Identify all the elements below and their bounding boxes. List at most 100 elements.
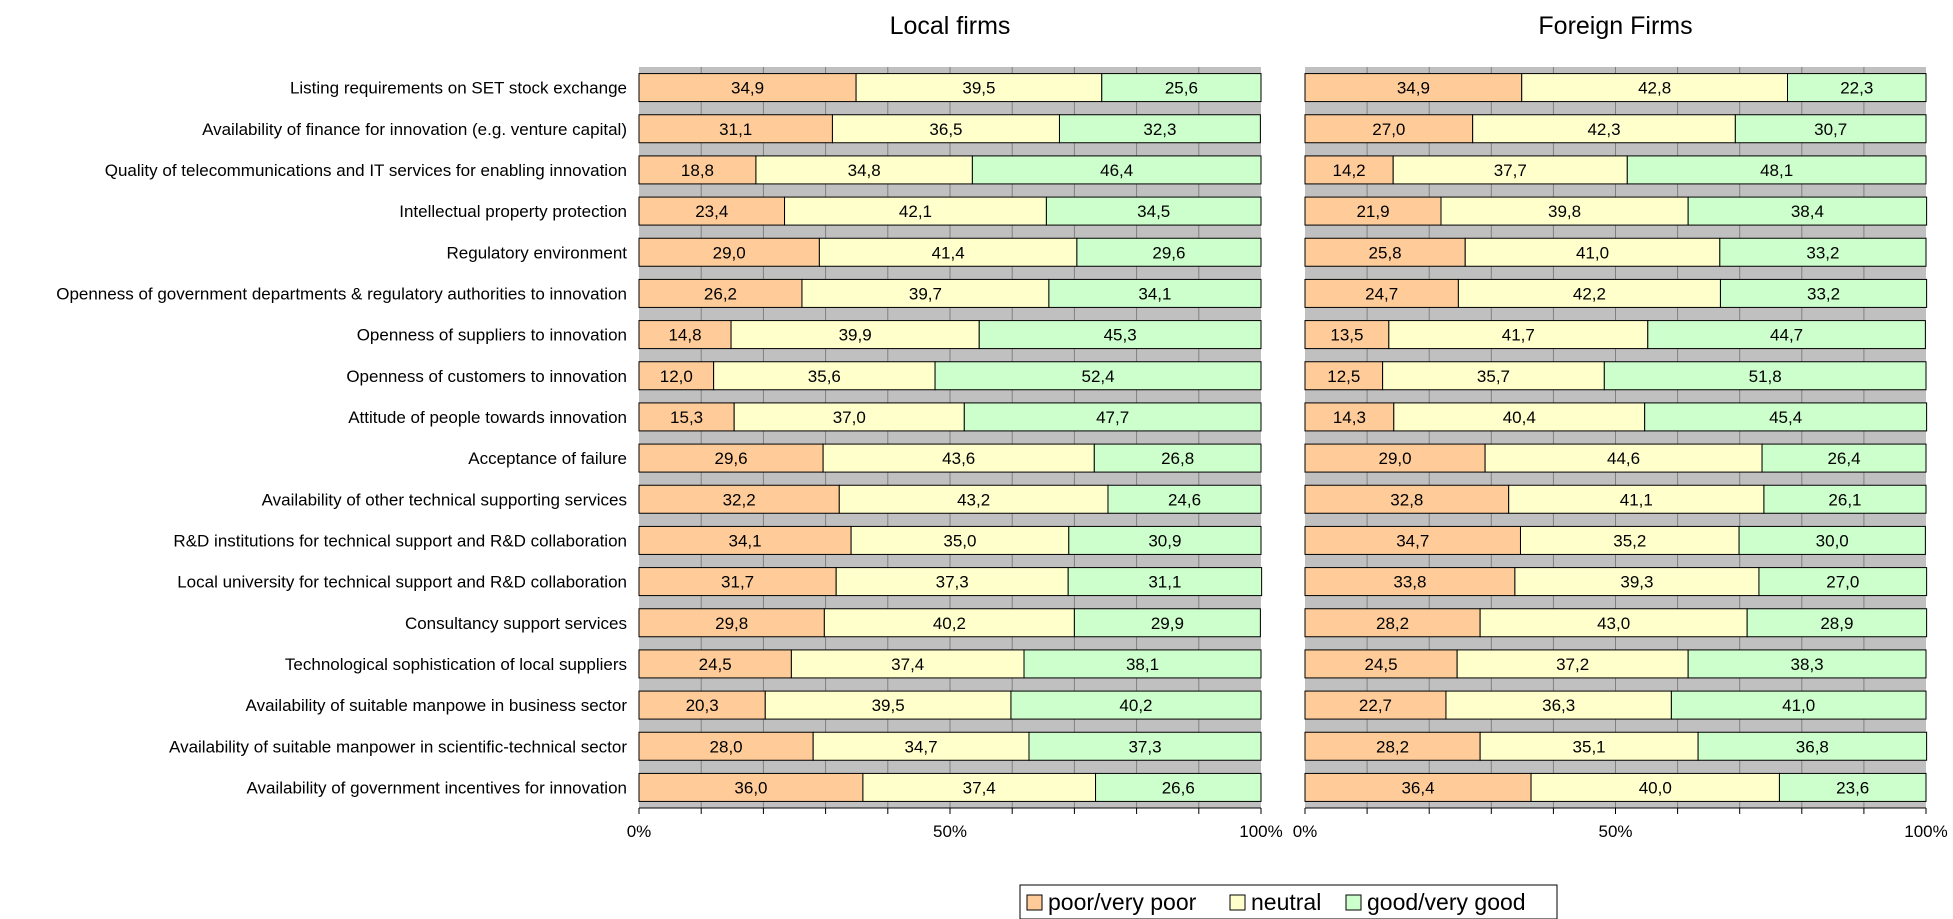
data-label: 21,9 xyxy=(1356,202,1389,221)
data-label: 39,8 xyxy=(1548,202,1581,221)
bar-segment xyxy=(1304,320,1390,350)
category-label: Acceptance of failure xyxy=(468,449,627,468)
data-label: 15,3 xyxy=(670,408,703,427)
legend-box xyxy=(1019,884,1558,919)
data-label: 51,8 xyxy=(1749,367,1782,386)
x-tick-label: 50% xyxy=(1598,822,1632,841)
data-label: 35,7 xyxy=(1477,367,1510,386)
bar-segment xyxy=(1746,608,1928,638)
bar-segment xyxy=(934,361,1262,391)
bar-segment xyxy=(1758,567,1928,597)
bar-segment xyxy=(850,525,1070,555)
data-label: 39,7 xyxy=(909,284,942,303)
data-label: 35,6 xyxy=(808,367,841,386)
data-label: 38,3 xyxy=(1791,655,1824,674)
data-label: 27,0 xyxy=(1826,573,1859,592)
bar-segment xyxy=(1719,237,1927,267)
x-tick-label: 0% xyxy=(1293,822,1318,841)
bar-segment xyxy=(1464,237,1721,267)
data-label: 28,0 xyxy=(710,737,743,756)
legend-swatch xyxy=(1026,894,1043,911)
data-label: 43,2 xyxy=(957,490,990,509)
bar-segment xyxy=(1304,731,1481,761)
data-label: 24,5 xyxy=(1365,655,1398,674)
category-label: Attitude of people towards innovation xyxy=(348,408,627,427)
category-label: Quality of telecommunications and IT ser… xyxy=(105,161,627,180)
category-label: Availability of suitable manpower in sci… xyxy=(169,737,627,756)
data-label: 42,2 xyxy=(1573,284,1606,303)
bar-segment xyxy=(1778,772,1927,802)
bar-segment xyxy=(1445,690,1672,720)
data-label: 12,5 xyxy=(1327,367,1360,386)
data-label: 39,5 xyxy=(872,696,905,715)
data-label: 30,9 xyxy=(1148,531,1181,550)
bar-segment xyxy=(823,608,1075,638)
bar-segment xyxy=(730,320,980,350)
category-label: Consultancy support services xyxy=(405,614,627,633)
bar-segment xyxy=(1521,73,1789,103)
bar-segment xyxy=(1304,690,1447,720)
category-label: Openness of government departments & reg… xyxy=(56,284,627,303)
data-label: 14,2 xyxy=(1333,161,1366,180)
bar-segment xyxy=(1304,649,1458,679)
bar-segment xyxy=(1382,361,1605,391)
data-label: 37,4 xyxy=(963,778,996,797)
data-label: 43,6 xyxy=(942,449,975,468)
data-label: 37,4 xyxy=(891,655,924,674)
bar-segment xyxy=(638,155,757,185)
data-label: 28,2 xyxy=(1376,737,1409,756)
data-label: 44,7 xyxy=(1770,326,1803,345)
data-label: 29,6 xyxy=(1152,243,1185,262)
data-label: 26,1 xyxy=(1828,490,1861,509)
data-label: 34,8 xyxy=(848,161,881,180)
bar-segment xyxy=(733,402,965,432)
data-label: 34,1 xyxy=(1138,284,1171,303)
data-label: 34,9 xyxy=(1397,79,1430,98)
category-label: Regulatory environment xyxy=(447,243,628,262)
bar-segment xyxy=(855,73,1103,103)
data-label: 42,3 xyxy=(1587,120,1620,139)
bar-segment xyxy=(1687,196,1928,226)
bar-segment xyxy=(1304,402,1395,432)
bar-segment xyxy=(638,237,820,267)
legend-swatch xyxy=(1345,894,1362,911)
data-label: 39,3 xyxy=(1620,573,1653,592)
category-label: Openness of suppliers to innovation xyxy=(357,326,627,345)
bar-segment xyxy=(1107,484,1262,514)
data-label: 37,7 xyxy=(1494,161,1527,180)
bar-segment xyxy=(784,196,1047,226)
bar-segment xyxy=(831,114,1060,144)
bar-segment xyxy=(1048,278,1262,308)
data-label: 40,4 xyxy=(1503,408,1536,427)
bar-segment xyxy=(638,567,837,597)
legend-label: poor/very poor xyxy=(1048,889,1197,915)
data-label: 41,7 xyxy=(1502,326,1535,345)
category-label: R&D institutions for technical support a… xyxy=(173,531,627,550)
bar-segment xyxy=(801,278,1050,308)
data-label: 33,2 xyxy=(1806,243,1839,262)
bar-segment xyxy=(790,649,1025,679)
legend-label: neutral xyxy=(1251,889,1321,915)
data-label: 30,0 xyxy=(1816,531,1849,550)
data-label: 36,8 xyxy=(1796,737,1829,756)
bar-segment xyxy=(1644,402,1928,432)
bar-segment xyxy=(638,73,857,103)
data-label: 32,2 xyxy=(723,490,756,509)
bar-segment xyxy=(1023,649,1262,679)
bar-segment xyxy=(822,443,1095,473)
data-label: 34,9 xyxy=(731,79,764,98)
data-label: 30,7 xyxy=(1814,120,1847,139)
bar-segment xyxy=(978,320,1262,350)
data-label: 36,5 xyxy=(929,120,962,139)
category-label: Technological sophistication of local su… xyxy=(285,655,627,674)
data-label: 43,0 xyxy=(1597,614,1630,633)
category-label: Availability of government incentives fo… xyxy=(246,778,627,797)
category-label: Availability of suitable manpowe in busi… xyxy=(246,696,628,715)
bar-segment xyxy=(1076,237,1262,267)
data-label: 42,1 xyxy=(899,202,932,221)
data-label: 34,5 xyxy=(1137,202,1170,221)
data-label: 40,2 xyxy=(933,614,966,633)
bar-segment xyxy=(1603,361,1927,391)
bar-segment xyxy=(1670,690,1927,720)
data-label: 26,2 xyxy=(704,284,737,303)
